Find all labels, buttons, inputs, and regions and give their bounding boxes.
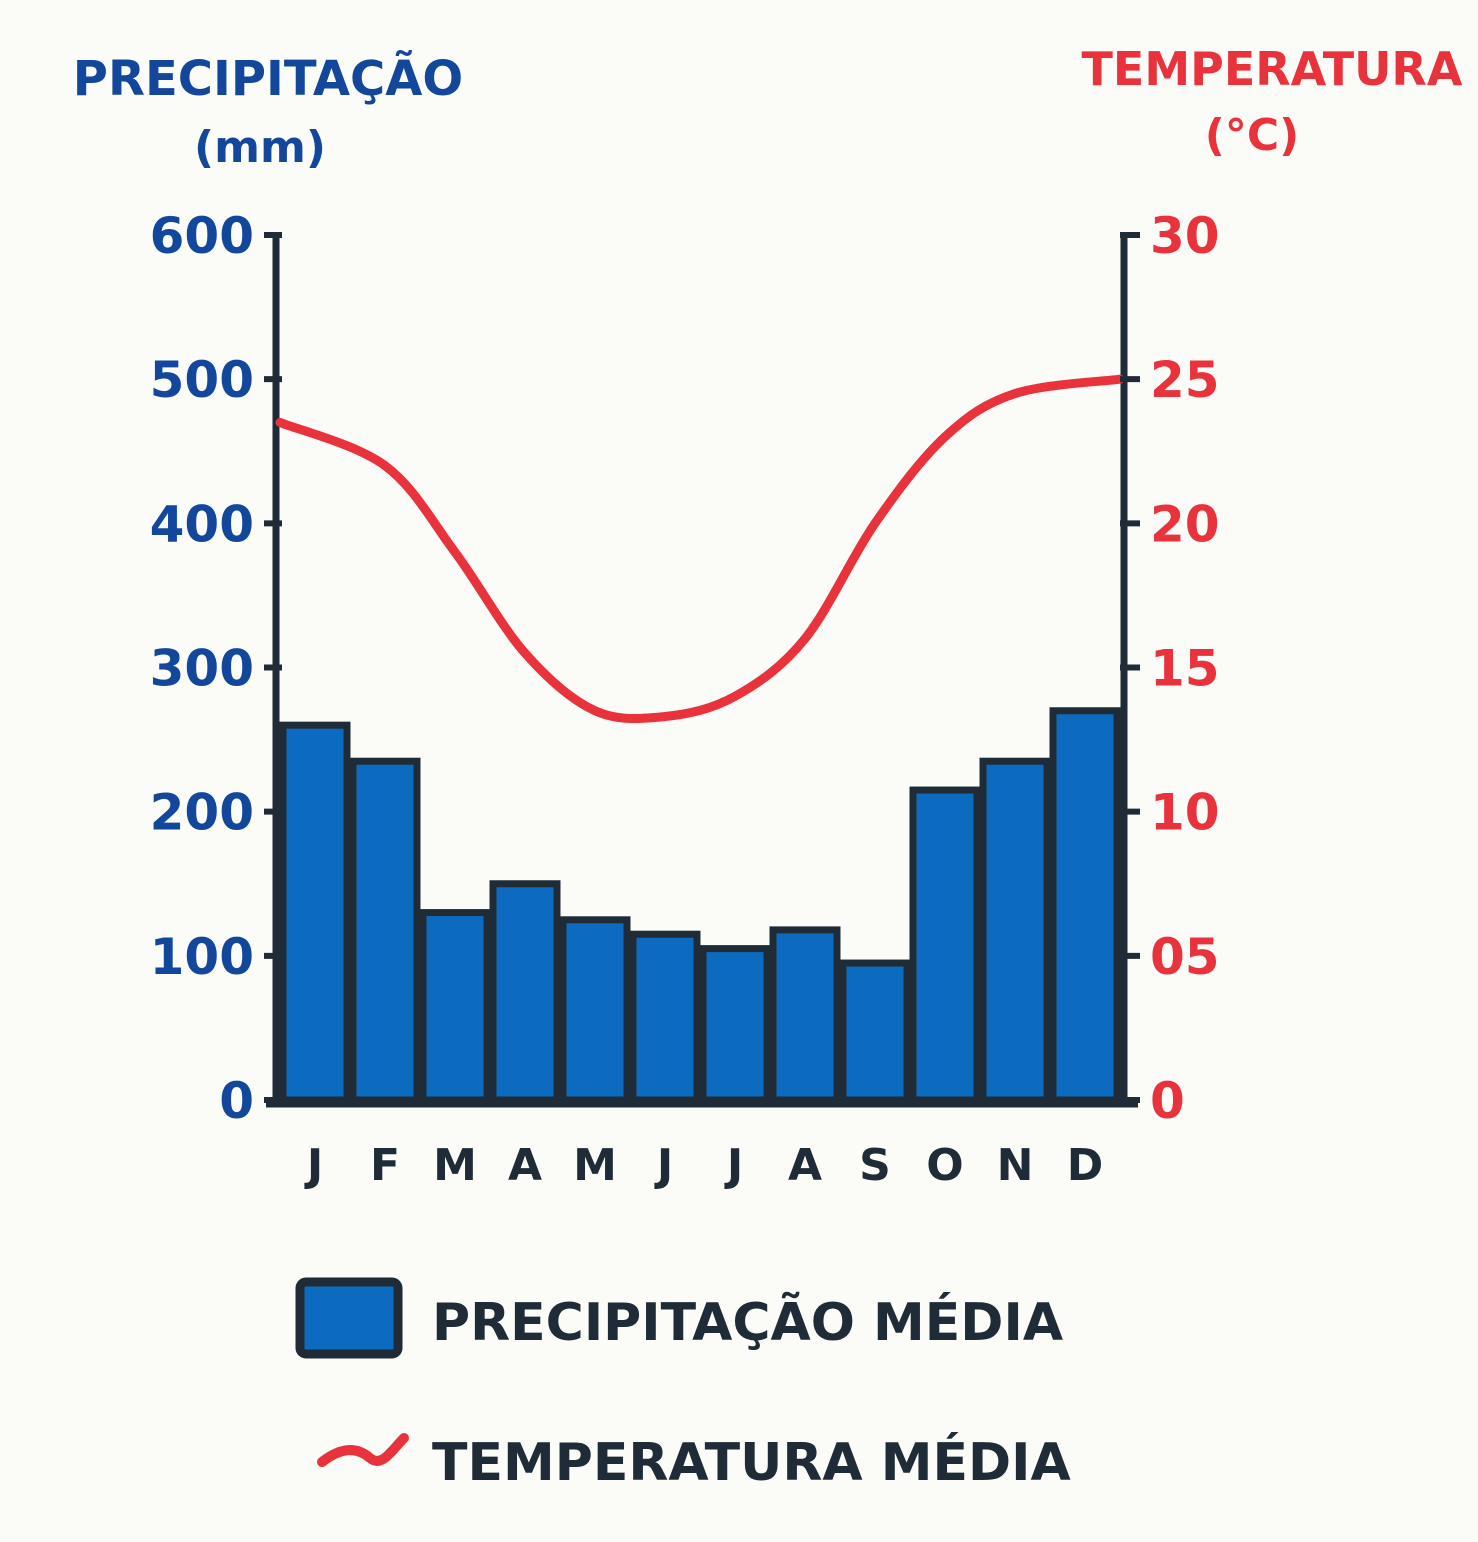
right-tick-05: 05 bbox=[1150, 928, 1220, 986]
precipitation-bar-9 bbox=[839, 959, 911, 1104]
precipitation-bar-7 bbox=[699, 945, 771, 1104]
left-tick-600: 600 bbox=[150, 207, 254, 265]
x-tick-8: A bbox=[788, 1140, 822, 1191]
left-tick-100: 100 bbox=[150, 928, 254, 986]
x-tick-9: S bbox=[859, 1140, 891, 1191]
left-axis-title: PRECIPITAÇÃO bbox=[73, 50, 463, 107]
precipitation-bar-4 bbox=[489, 880, 561, 1104]
x-tick-12: D bbox=[1067, 1140, 1104, 1191]
precipitation-bar-6 bbox=[629, 930, 701, 1104]
precipitation-bar-2 bbox=[349, 757, 421, 1104]
right-tick-10: 10 bbox=[1150, 784, 1220, 842]
left-tick-200: 200 bbox=[150, 784, 254, 842]
x-tick-2: F bbox=[370, 1140, 400, 1191]
precipitation-bar-1 bbox=[279, 721, 351, 1104]
legend-precipitation-label: PRECIPITAÇÃO MÉDIA bbox=[432, 1292, 1063, 1353]
left-tick-0: 0 bbox=[219, 1072, 254, 1130]
x-tick-5: M bbox=[573, 1140, 617, 1191]
x-tick-11: N bbox=[997, 1140, 1034, 1191]
legend-temperature-label: TEMPERATURA MÉDIA bbox=[432, 1432, 1071, 1493]
right-axis-title: TEMPERATURA bbox=[1082, 42, 1463, 96]
precipitation-bar-3 bbox=[419, 909, 491, 1104]
precipitation-bar-12 bbox=[1049, 707, 1121, 1104]
x-tick-1: J bbox=[304, 1140, 323, 1191]
right-tick-30: 30 bbox=[1150, 207, 1220, 265]
right-tick-20: 20 bbox=[1150, 495, 1220, 553]
legend-temperature-swatch bbox=[317, 1433, 409, 1467]
x-tick-3: M bbox=[433, 1140, 477, 1191]
precipitation-bar-10 bbox=[909, 786, 981, 1104]
precipitation-bar-11 bbox=[979, 757, 1051, 1104]
right-tick-0: 0 bbox=[1150, 1072, 1185, 1130]
x-tick-10: O bbox=[926, 1140, 963, 1191]
right-tick-25: 25 bbox=[1150, 351, 1220, 409]
temperature-line bbox=[275, 374, 1125, 724]
precipitation-bar-8 bbox=[769, 926, 841, 1104]
x-tick-6: J bbox=[654, 1140, 673, 1191]
precipitation-bar-5 bbox=[559, 916, 631, 1104]
left-tick-500: 500 bbox=[150, 351, 254, 409]
legend-precipitation-swatch bbox=[295, 1277, 403, 1359]
right-axis-unit: (°C) bbox=[1205, 110, 1300, 161]
right-tick-15: 15 bbox=[1150, 640, 1220, 698]
x-tick-4: A bbox=[508, 1140, 542, 1191]
left-tick-400: 400 bbox=[150, 495, 254, 553]
left-tick-300: 300 bbox=[150, 640, 254, 698]
x-tick-7: J bbox=[724, 1140, 743, 1191]
left-axis-unit: (mm) bbox=[194, 122, 326, 173]
